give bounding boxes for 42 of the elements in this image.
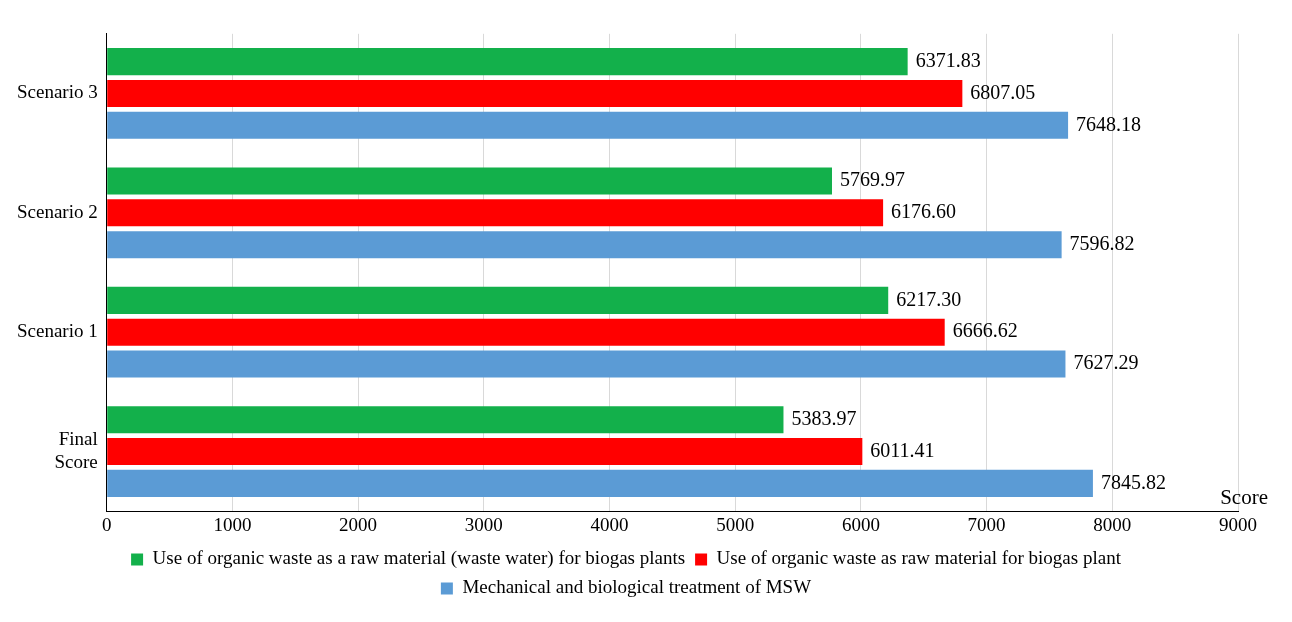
x-tick-label: 1000 [213,513,252,535]
bar [107,286,889,314]
bar [107,350,1066,378]
x-tick-label: 2000 [339,513,378,535]
bar [107,438,863,466]
data-label: 7596.82 [1069,231,1135,254]
legend-label: Use of organic waste as a raw material (waste water) for biogas plants [152,547,686,570]
x-tick-label: 0 [101,513,112,535]
x-axis-title: Score [1220,485,1268,510]
bar [107,469,1093,497]
data-label: 5769.97 [839,168,905,191]
data-label: 6011.41 [870,438,935,461]
x-tick-label: 9000 [1219,513,1257,535]
x-tick-label: 6000 [841,513,880,535]
data-label: 6371.83 [915,48,981,71]
x-tick-label: 7000 [967,513,1006,535]
bar [107,111,1069,139]
bar [107,318,945,346]
legend-label: Mechanical and biological treatment of MSW [462,576,812,598]
x-tick-label: 4000 [590,513,629,535]
x-tick-label: 5000 [716,513,755,535]
bar [107,167,832,195]
data-label: 6666.62 [952,319,1018,342]
legend-label: Use of organic waste as raw material for biogas plant [716,547,1122,569]
bar [107,79,963,107]
data-label: 6807.05 [970,80,1036,103]
bar [107,199,884,227]
bar [107,48,908,76]
data-label: 6217.30 [896,287,962,310]
data-label: 7845.82 [1100,470,1166,493]
x-tick-label: 3000 [464,513,503,535]
data-label: 5383.97 [791,406,857,429]
y-tick-label: Scenario 2 [16,200,98,222]
x-tick-label: 8000 [1093,513,1132,535]
y-tick-label: Final Score [54,428,98,472]
bar [107,231,1062,259]
data-label: 7627.29 [1073,351,1139,374]
y-tick-label: Scenario 3 [16,81,98,103]
bar [107,406,784,434]
y-tick-label: Scenario 1 [16,320,98,342]
data-label: 6176.60 [891,200,957,223]
data-label: 7648.18 [1076,112,1142,135]
